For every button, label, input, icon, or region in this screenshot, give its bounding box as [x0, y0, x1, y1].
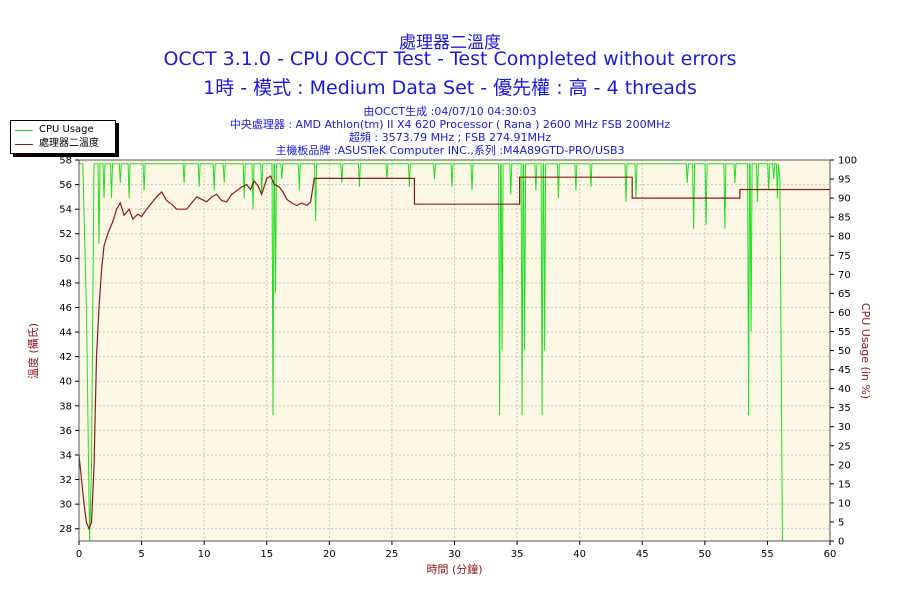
y-right-tick-label: 85	[838, 213, 851, 224]
legend-label-cpu-usage: CPU Usage	[39, 124, 94, 135]
info-overclock: 超頻 : 3573.79 MHz ; FSB 274.91MHz	[348, 131, 552, 144]
y-right-tick-label: 60	[838, 308, 851, 319]
y-right-tick-label: 40	[838, 384, 851, 395]
legend-label-temperature: 處理器二溫度	[39, 138, 99, 149]
legend-item-temperature: 處理器二溫度	[15, 137, 99, 151]
x-tick-label: 45	[636, 549, 649, 560]
y-left-tick-label: 32	[59, 475, 72, 486]
y-left-tick-label: 58	[59, 156, 72, 167]
y-left-tick-label: 46	[59, 303, 72, 314]
y-right-tick-label: 90	[838, 194, 851, 205]
x-tick-label: 5	[138, 549, 144, 560]
y-axis-right-title: CPU Usage (in %)	[859, 303, 872, 399]
y-left-tick-label: 48	[59, 278, 72, 289]
y-left-tick-label: 40	[59, 377, 72, 388]
y-right-tick-label: 35	[838, 403, 851, 414]
y-right-tick-label: 80	[838, 232, 851, 243]
y-left-tick-label: 28	[59, 524, 72, 535]
x-tick-label: 35	[511, 549, 524, 560]
chart-legend: CPU Usage 處理器二溫度	[10, 120, 116, 154]
x-tick-label: 40	[573, 549, 586, 560]
y-left-tick-label: 50	[59, 254, 72, 265]
legend-item-cpu-usage: CPU Usage	[15, 123, 94, 137]
chart-title: 處理器二溫度	[399, 33, 501, 53]
x-tick-label: 10	[198, 549, 211, 560]
y-left-tick-label: 34	[59, 450, 72, 461]
y-right-tick-label: 20	[838, 460, 851, 471]
x-tick-label: 50	[698, 549, 711, 560]
y-right-tick-label: 70	[838, 270, 851, 281]
legend-swatch-cpu-usage	[15, 129, 33, 131]
y-right-tick-label: 0	[838, 537, 844, 548]
chart-subtitle: OCCT 3.1.0 - CPU OCCT Test - Test Comple…	[163, 48, 737, 70]
x-tick-label: 20	[323, 549, 336, 560]
y-right-tick-label: 45	[838, 365, 851, 376]
y-left-tick-label: 36	[59, 426, 72, 437]
y-left-tick-label: 38	[59, 401, 72, 412]
y-right-tick-label: 100	[838, 156, 857, 167]
y-right-tick-label: 5	[838, 517, 844, 528]
x-tick-label: 25	[386, 549, 399, 560]
info-generated: 由OCCT生成 :04/07/10 04:30:03	[363, 105, 537, 118]
y-left-tick-label: 42	[59, 352, 72, 363]
y-left-tick-label: 56	[59, 180, 72, 191]
cpu-usage-line	[79, 163, 783, 542]
y-left-tick-label: 44	[59, 328, 72, 339]
y-right-tick-label: 30	[838, 422, 851, 433]
info-cpu: 中央處理器 : AMD Athlon(tm) II X4 620 Process…	[229, 118, 671, 131]
axis-ticks: 0 5 10 15 20 25 30 35 40 45 50 55 602830323436384042…	[59, 156, 857, 561]
temperature-line	[78, 175, 830, 531]
series-temperature	[78, 175, 830, 531]
y-left-tick-label: 54	[59, 205, 72, 216]
legend-swatch-temperature	[15, 143, 33, 145]
y-left-tick-label: 52	[59, 229, 72, 240]
y-right-tick-label: 25	[838, 441, 851, 452]
x-tick-label: 0	[76, 549, 82, 560]
series-cpu-usage	[79, 163, 783, 542]
x-tick-label: 15	[260, 549, 273, 560]
y-left-tick-label: 30	[59, 500, 72, 511]
y-right-tick-label: 10	[838, 498, 851, 509]
x-tick-label: 30	[448, 549, 461, 560]
y-right-tick-label: 95	[838, 175, 851, 186]
y-right-tick-label: 55	[838, 327, 851, 338]
y-right-tick-label: 50	[838, 346, 851, 357]
x-tick-label: 60	[824, 549, 837, 560]
y-right-tick-label: 75	[838, 251, 851, 262]
y-axis-left-title: 溫度 (攝氏)	[26, 323, 40, 379]
y-right-tick-label: 65	[838, 289, 851, 300]
chart-subtitle-2: 1時 - 模式 : Medium Data Set - 優先權 : 高 - 4 …	[203, 77, 697, 99]
y-right-tick-label: 15	[838, 479, 851, 490]
x-axis-title: 時間 (分鐘)	[426, 562, 482, 576]
info-motherboard: 主機板品牌 :ASUSTeK Computer INC.,系列 :M4A89GT…	[275, 144, 625, 157]
x-tick-label: 55	[761, 549, 774, 560]
